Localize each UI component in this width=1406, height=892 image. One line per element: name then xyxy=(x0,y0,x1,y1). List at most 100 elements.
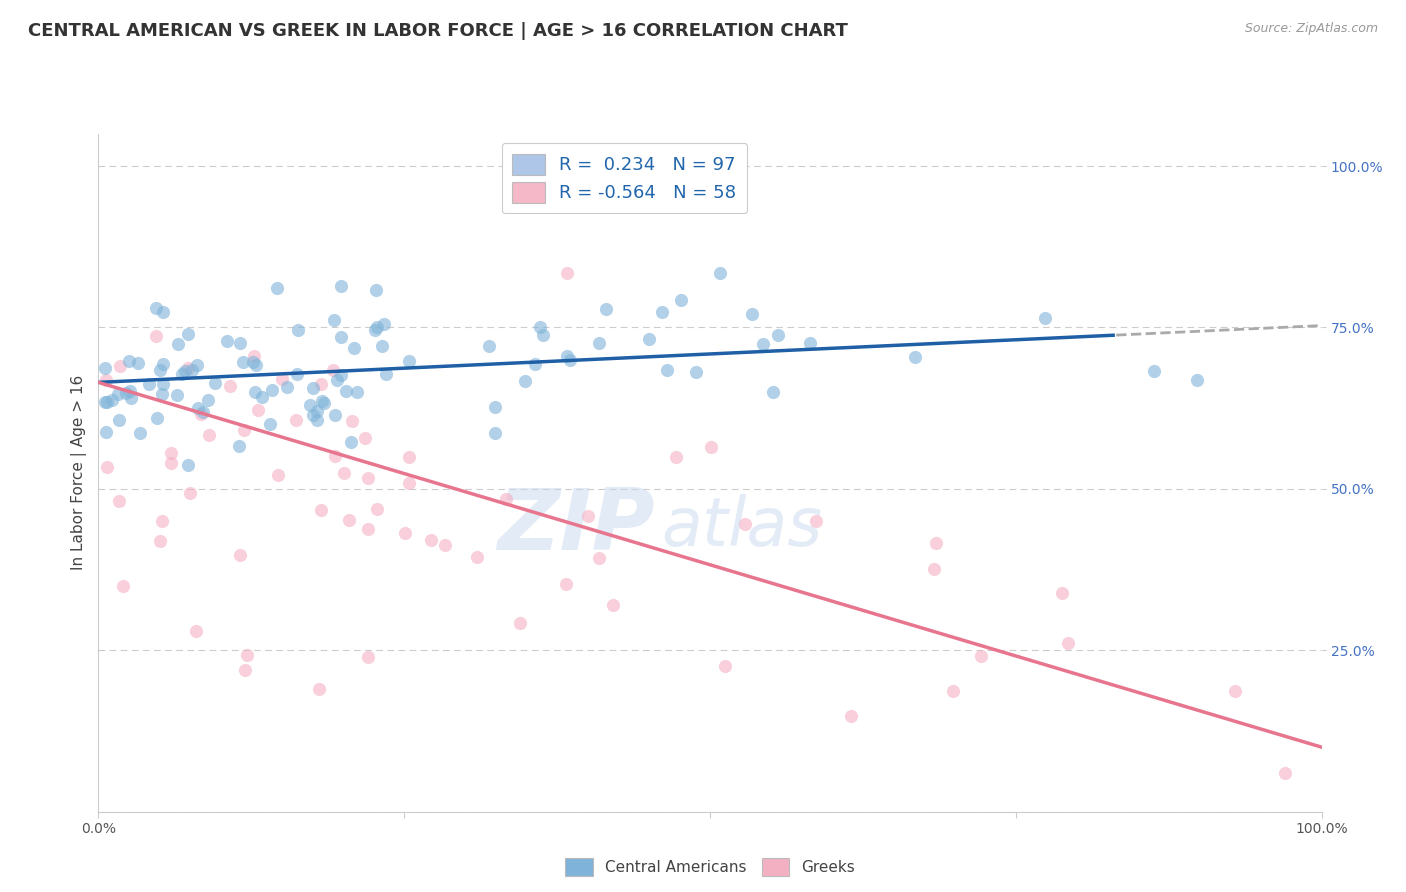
Point xyxy=(108,493,131,508)
Point xyxy=(495,492,517,507)
Point xyxy=(148,363,170,377)
Point xyxy=(115,386,138,401)
Point xyxy=(197,428,219,442)
Point xyxy=(302,381,325,395)
Point xyxy=(555,266,578,280)
Point xyxy=(322,363,344,377)
Point xyxy=(942,684,965,698)
Point xyxy=(346,385,368,400)
Text: atlas: atlas xyxy=(661,494,823,560)
Point xyxy=(118,384,141,398)
Point xyxy=(191,405,214,419)
Point xyxy=(1274,766,1296,780)
Point xyxy=(94,373,117,387)
Point xyxy=(741,307,763,321)
Point xyxy=(398,354,420,368)
Point xyxy=(302,408,325,422)
Point xyxy=(1142,364,1164,378)
Point xyxy=(152,357,174,371)
Point xyxy=(179,486,201,500)
Point xyxy=(152,305,174,319)
Point xyxy=(160,456,183,470)
Point xyxy=(186,359,208,373)
Point xyxy=(558,353,581,368)
Point xyxy=(685,365,707,379)
Point xyxy=(356,649,378,664)
Point xyxy=(276,380,298,394)
Point xyxy=(509,616,531,631)
Point xyxy=(242,349,264,363)
Point xyxy=(107,387,129,401)
Point xyxy=(330,368,353,382)
Point xyxy=(96,394,118,409)
Text: Source: ZipAtlas.com: Source: ZipAtlas.com xyxy=(1244,22,1378,36)
Point xyxy=(337,513,360,527)
Point xyxy=(841,708,863,723)
Point xyxy=(309,502,332,516)
Point xyxy=(111,579,134,593)
Point xyxy=(127,356,149,370)
Point xyxy=(375,368,398,382)
Point xyxy=(266,467,288,482)
Point xyxy=(150,387,173,401)
Point xyxy=(101,392,124,407)
Point xyxy=(197,392,219,407)
Point xyxy=(484,400,506,414)
Point xyxy=(173,364,195,378)
Point xyxy=(398,475,420,490)
Point xyxy=(96,459,118,474)
Point xyxy=(146,410,169,425)
Point xyxy=(262,384,284,398)
Point xyxy=(655,363,678,377)
Point xyxy=(554,576,576,591)
Point xyxy=(186,624,208,638)
Point xyxy=(242,355,264,369)
Point xyxy=(515,374,537,388)
Point xyxy=(799,335,821,350)
Point xyxy=(172,367,194,381)
Point xyxy=(322,313,344,327)
Point xyxy=(478,339,501,353)
Point xyxy=(734,516,756,531)
Point xyxy=(180,363,202,377)
Point xyxy=(366,501,388,516)
Point xyxy=(108,412,131,426)
Point xyxy=(329,279,352,293)
Point xyxy=(484,426,506,441)
Point xyxy=(190,407,212,421)
Point xyxy=(465,549,488,564)
Point xyxy=(366,320,388,334)
Point xyxy=(187,401,209,416)
Point xyxy=(970,649,993,664)
Point xyxy=(233,424,256,438)
Point xyxy=(284,413,307,427)
Point xyxy=(651,305,673,319)
Point xyxy=(357,522,380,536)
Point xyxy=(305,413,328,427)
Point xyxy=(118,354,141,368)
Point xyxy=(285,368,308,382)
Point xyxy=(152,376,174,391)
Point xyxy=(1223,684,1246,698)
Point xyxy=(93,395,115,409)
Point xyxy=(364,283,387,297)
Point xyxy=(287,323,309,337)
Point xyxy=(259,417,281,431)
Point xyxy=(588,336,610,351)
Point xyxy=(167,336,190,351)
Point xyxy=(555,349,578,363)
Point xyxy=(309,377,332,392)
Point xyxy=(176,458,198,473)
Point xyxy=(709,266,731,280)
Point xyxy=(602,598,624,612)
Point xyxy=(177,361,200,376)
Point xyxy=(229,335,252,350)
Point xyxy=(233,663,256,677)
Point xyxy=(665,450,688,464)
Point xyxy=(1185,373,1208,387)
Point xyxy=(340,434,363,449)
Point xyxy=(354,431,377,445)
Point xyxy=(120,391,142,405)
Point xyxy=(323,449,346,463)
Point xyxy=(714,659,737,673)
